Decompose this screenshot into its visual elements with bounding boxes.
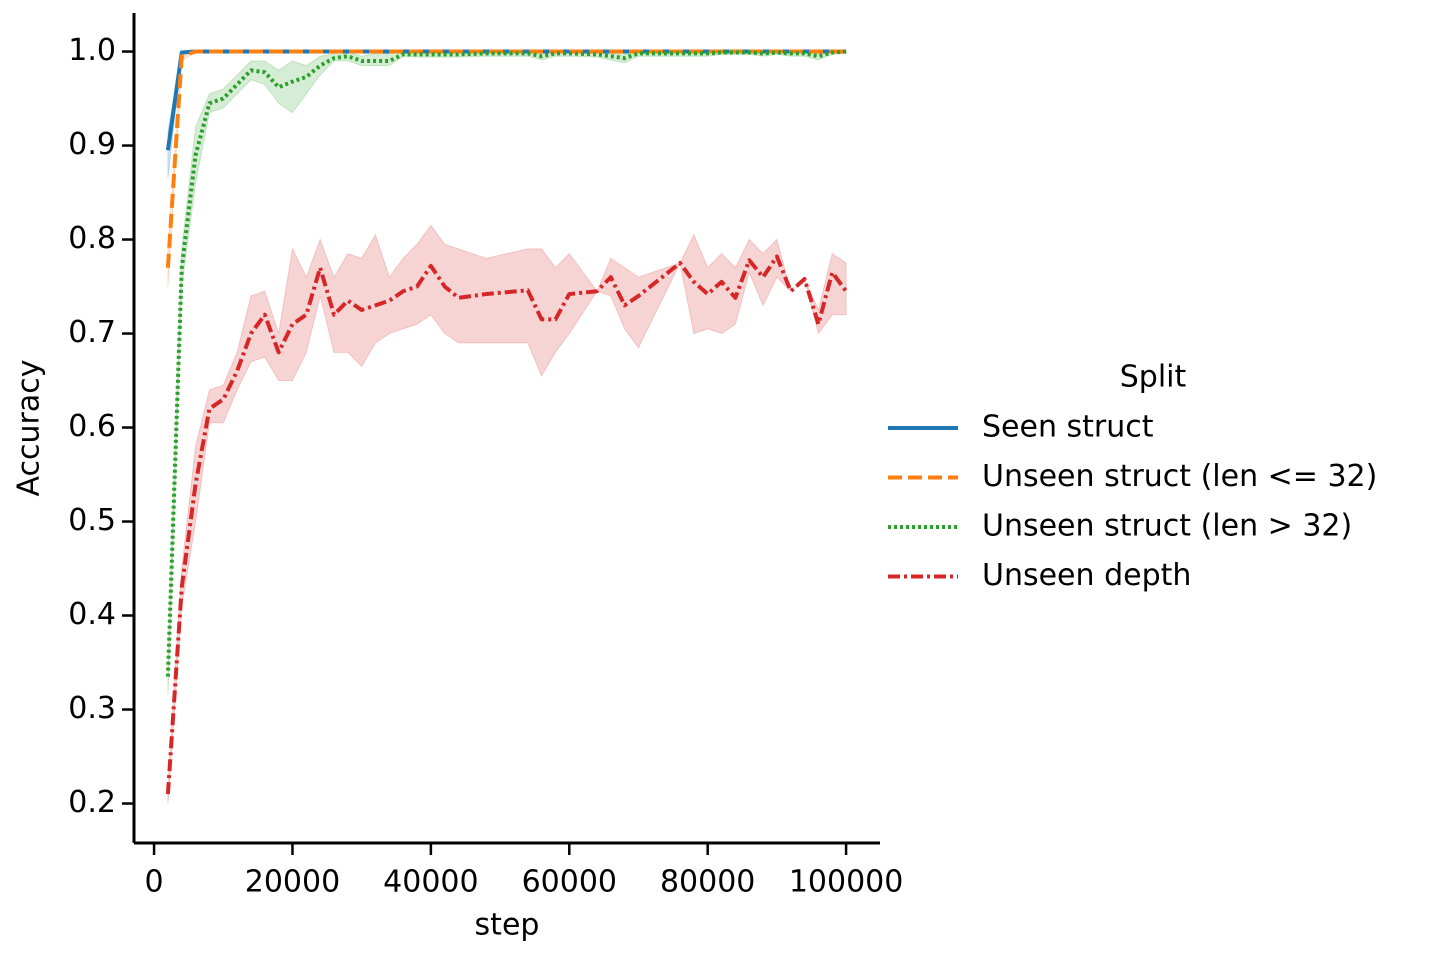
y-tick-label: 0.9 — [68, 127, 116, 162]
y-tick-label: 1.0 — [68, 33, 116, 68]
line — [165, 254, 848, 795]
x-tick-label: 0 — [145, 865, 164, 900]
y-tick-label: 0.5 — [68, 503, 116, 538]
y-tick-label: 0.4 — [68, 597, 116, 632]
legend-label: Unseen struct (len <= 32) — [982, 459, 1377, 494]
legend-label: Seen struct — [982, 410, 1154, 445]
x-axis-label: step — [475, 908, 540, 943]
legend-label: Unseen struct (len > 32) — [982, 509, 1352, 544]
x-tick-label: 100000 — [789, 865, 904, 900]
y-tick-label: 0.8 — [68, 221, 116, 256]
line — [165, 49, 847, 268]
x-tick-label: 80000 — [660, 865, 755, 900]
y-tick-label: 0.2 — [68, 785, 116, 820]
y-axis-label: Accuracy — [12, 360, 47, 497]
legend-title: Split — [1120, 360, 1187, 395]
x-tick-label: 40000 — [383, 865, 478, 900]
x-tick-label: 20000 — [245, 865, 340, 900]
x-tick-label: 60000 — [522, 865, 617, 900]
y-tick-label: 0.7 — [68, 315, 116, 350]
y-tick-label: 0.6 — [68, 409, 116, 444]
legend-label: Unseen depth — [982, 558, 1191, 593]
y-tick-label: 0.3 — [68, 691, 116, 726]
confidence-band — [167, 224, 847, 804]
confidence-band — [167, 51, 847, 696]
